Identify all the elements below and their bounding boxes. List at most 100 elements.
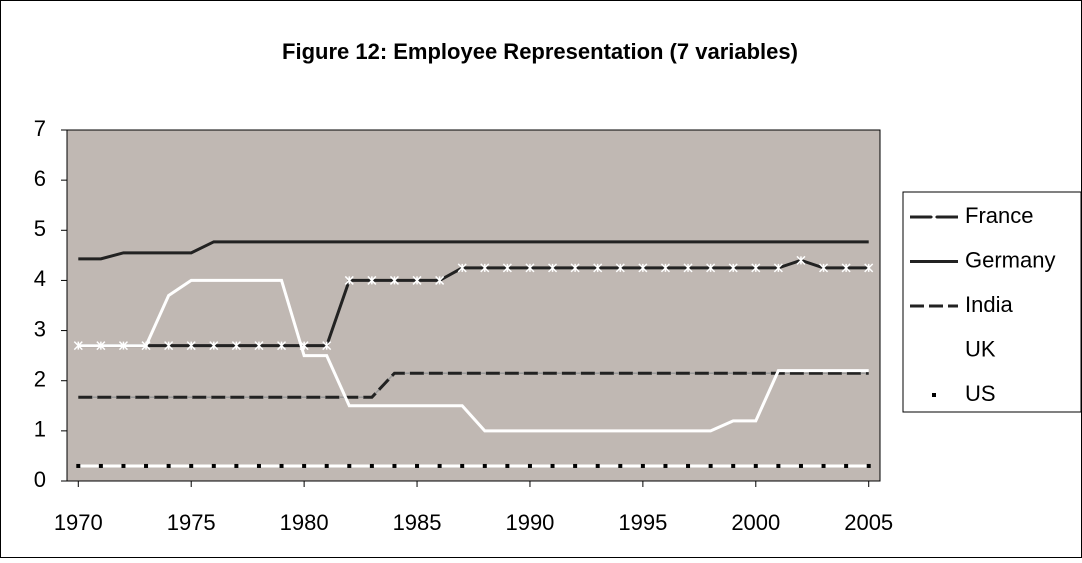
marker <box>437 463 442 468</box>
marker <box>480 263 490 273</box>
marker <box>663 463 668 468</box>
marker <box>728 263 738 273</box>
marker <box>347 463 352 468</box>
marker <box>796 255 806 265</box>
marker <box>841 263 851 273</box>
marker <box>773 263 783 273</box>
legend-marker <box>929 212 939 222</box>
marker <box>798 463 803 468</box>
x-tick-label: 1985 <box>393 510 442 535</box>
marker <box>638 263 648 273</box>
y-tick-label: 2 <box>34 367 46 392</box>
marker <box>505 463 510 468</box>
y-tick-label: 3 <box>34 316 46 341</box>
marker <box>844 463 849 468</box>
marker <box>819 263 829 273</box>
y-tick-label: 1 <box>34 417 46 442</box>
marker <box>550 463 555 468</box>
marker <box>683 263 693 273</box>
marker <box>98 463 103 468</box>
x-tick-label: 1980 <box>280 510 329 535</box>
marker <box>279 463 284 468</box>
y-tick-label: 7 <box>34 116 46 141</box>
marker <box>866 463 871 468</box>
legend: France Germany India UK US <box>902 191 1082 413</box>
marker <box>618 463 623 468</box>
marker <box>189 463 194 468</box>
marker <box>460 463 465 468</box>
marker <box>166 463 171 468</box>
marker <box>776 463 781 468</box>
series-line <box>78 240 869 261</box>
y-tick-label: 0 <box>34 467 46 492</box>
marker <box>482 463 487 468</box>
marker <box>389 275 399 285</box>
legend-label: France <box>965 203 1033 228</box>
marker <box>322 341 332 351</box>
marker <box>525 263 535 273</box>
marker <box>344 275 354 285</box>
marker <box>753 463 758 468</box>
marker <box>302 463 307 468</box>
x-tick-label: 2005 <box>844 510 893 535</box>
y-tick-label: 4 <box>34 266 46 291</box>
marker <box>211 463 216 468</box>
legend-label: Germany <box>965 247 1055 272</box>
y-tick-label: 6 <box>34 166 46 191</box>
marker <box>615 263 625 273</box>
marker <box>324 463 329 468</box>
x-tick-label: 1970 <box>54 510 103 535</box>
marker <box>660 263 670 273</box>
marker <box>231 341 241 351</box>
marker <box>502 263 512 273</box>
marker <box>708 463 713 468</box>
marker <box>121 463 126 468</box>
marker <box>186 341 196 351</box>
marker <box>367 275 377 285</box>
marker <box>573 463 578 468</box>
marker <box>144 463 149 468</box>
marker <box>256 463 261 468</box>
series-line <box>78 258 869 348</box>
legend-marker <box>932 393 936 397</box>
marker <box>686 463 691 468</box>
legend-label: India <box>965 292 1013 317</box>
marker <box>369 463 374 468</box>
marker <box>254 341 264 351</box>
series-line <box>78 278 869 433</box>
marker <box>640 463 645 468</box>
marker <box>706 263 716 273</box>
marker <box>527 463 532 468</box>
marker <box>76 463 81 468</box>
series-line <box>78 371 869 399</box>
chart-title: Figure 12: Employee Representation (7 va… <box>282 39 798 64</box>
marker <box>595 463 600 468</box>
marker <box>548 263 558 273</box>
marker <box>277 341 287 351</box>
marker <box>821 463 826 468</box>
marker <box>751 263 761 273</box>
marker <box>209 341 219 351</box>
x-tick-label: 1995 <box>618 510 667 535</box>
marker <box>415 463 420 468</box>
y-tick-label: 5 <box>34 216 46 241</box>
marker <box>412 275 422 285</box>
x-tick-label: 1990 <box>505 510 554 535</box>
marker <box>457 263 467 273</box>
legend-marker <box>929 212 939 222</box>
marker <box>392 463 397 468</box>
marker <box>164 341 174 351</box>
legend-label: US <box>965 381 996 406</box>
marker <box>593 263 603 273</box>
marker <box>864 263 874 273</box>
marker <box>234 463 239 468</box>
marker <box>731 463 736 468</box>
marker <box>570 263 580 273</box>
plot-area <box>66 129 881 482</box>
series-line-accent <box>78 372 869 399</box>
x-tick-label: 2000 <box>731 510 780 535</box>
x-tick-label: 1975 <box>167 510 216 535</box>
legend-label: UK <box>965 336 996 361</box>
marker <box>435 275 445 285</box>
